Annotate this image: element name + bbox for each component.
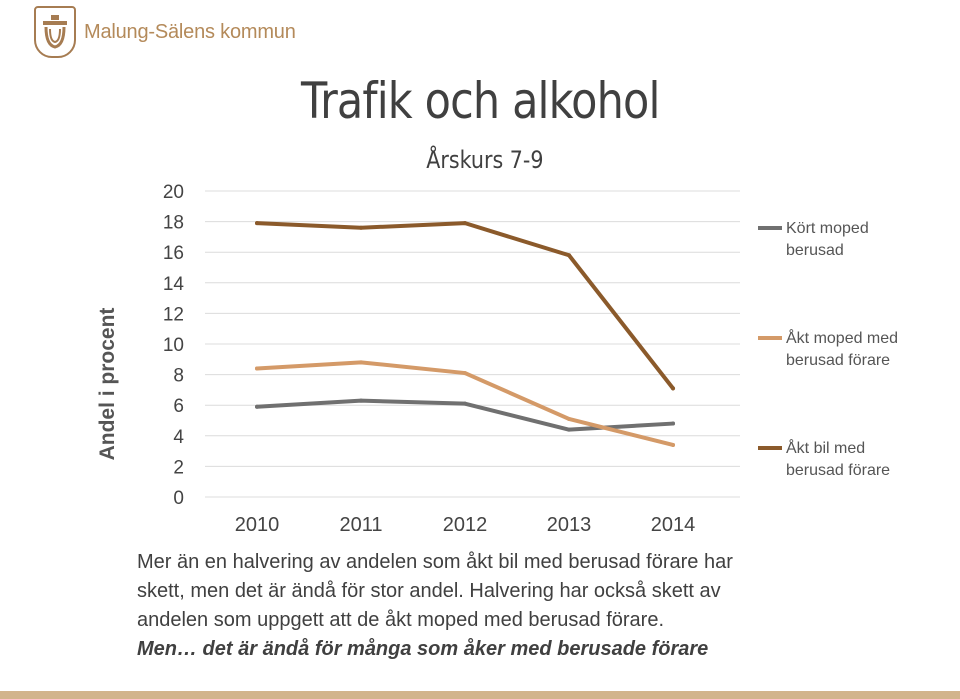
data-point-series-1	[567, 427, 571, 432]
slide-title: Trafik och alkohol	[301, 72, 660, 130]
data-point-series-1	[359, 398, 363, 403]
data-point-series-2	[463, 371, 467, 376]
y-tick-label: 18	[163, 213, 184, 234]
y-tick-label: 16	[163, 243, 184, 264]
data-point-series-3	[255, 221, 259, 226]
body-text: Mer än en halvering av andelen som åkt b…	[137, 548, 897, 664]
data-point-series-2	[359, 360, 363, 365]
legend-item-akt-bil: Åkt bil med berusad förare	[758, 438, 926, 482]
legend-label-akt-bil: Åkt bil med berusad förare	[786, 440, 891, 479]
body-line-1: Mer än en halvering av andelen som åkt b…	[137, 551, 733, 573]
x-tick-label: 2012	[443, 514, 488, 536]
legend-item-akt-moped: Åkt moped med berusad förare	[758, 328, 926, 372]
legend-swatch-akt-moped	[758, 336, 782, 340]
legend-label-kort-moped: Kört moped berusad	[786, 220, 869, 259]
body-line-emphasis: Men… det är ändå för många som åker med …	[137, 638, 709, 660]
y-tick-label: 20	[163, 182, 184, 203]
data-point-series-3	[567, 253, 571, 258]
data-point-series-3	[463, 221, 467, 226]
y-tick-label: 2	[173, 457, 184, 478]
y-tick-label: 10	[163, 335, 184, 356]
legend-item-kort-moped: Kört moped berusad	[758, 218, 926, 262]
municipality-logo	[34, 6, 76, 58]
legend-swatch-kort-moped	[758, 226, 782, 230]
body-line-3: andelen som uppgett att de åkt moped med…	[137, 609, 665, 631]
x-tick-label: 2014	[651, 514, 696, 536]
x-tick-label: 2010	[235, 514, 280, 536]
data-point-series-3	[359, 225, 363, 230]
data-point-series-3	[671, 386, 675, 391]
data-point-series-2	[567, 416, 571, 421]
y-tick-label: 6	[173, 396, 184, 417]
header: Malung-Sälens kommun	[34, 4, 296, 60]
x-tick-label: 2011	[339, 514, 382, 536]
bottom-rule	[0, 691, 960, 699]
org-name: Malung-Sälens kommun	[84, 20, 296, 43]
body-line-2: skett, men det är ändå för stor andel. H…	[137, 580, 721, 602]
x-tick-label: 2013	[547, 514, 592, 536]
data-point-series-2	[255, 366, 259, 371]
data-point-series-2	[671, 442, 675, 447]
data-point-series-1	[255, 404, 259, 409]
y-tick-label: 8	[173, 366, 184, 387]
y-tick-label: 12	[163, 304, 184, 325]
data-point-series-1	[463, 401, 467, 406]
legend-swatch-akt-bil	[758, 446, 782, 450]
data-point-series-1	[671, 421, 675, 426]
slide-subtitle: Årskurs 7-9	[426, 146, 544, 174]
y-tick-label: 4	[173, 427, 184, 448]
y-tick-label: 14	[163, 274, 185, 295]
y-tick-label: 0	[173, 488, 184, 509]
legend-label-akt-moped: Åkt moped med berusad förare	[786, 330, 899, 369]
